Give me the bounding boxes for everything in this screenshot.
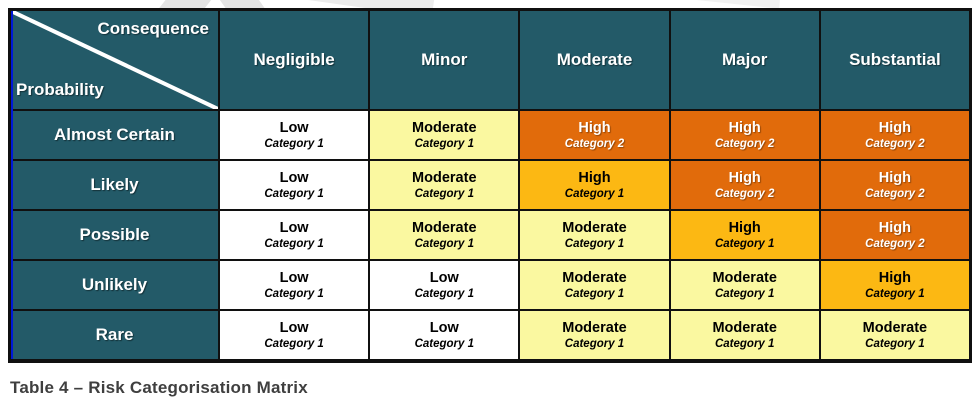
column-header-major: Major: [670, 11, 819, 109]
risk-cell: Moderate Category 1: [520, 261, 669, 309]
row-header-possible: Possible: [11, 211, 218, 259]
risk-level-label: High: [878, 219, 911, 236]
risk-level-label: Low: [279, 169, 309, 186]
risk-cell: High Category 2: [820, 211, 969, 259]
risk-cell: Low Category 1: [370, 261, 519, 309]
risk-cell: High Category 2: [670, 161, 819, 209]
risk-level-label: Moderate: [862, 319, 928, 336]
column-header-moderate: Moderate: [520, 11, 669, 109]
risk-cell: Low Category 1: [220, 111, 369, 159]
risk-category-label: Category 1: [264, 187, 324, 200]
corner-header-cell: Consequence Probability: [11, 11, 218, 109]
risk-category-label: Category 1: [564, 337, 625, 350]
risk-cell: High Category 2: [820, 161, 969, 209]
diagonal-divider-line: [11, 11, 218, 109]
probability-axis-label: Probability: [16, 80, 104, 99]
risk-level-label: High: [878, 269, 911, 286]
risk-category-label: Category 1: [414, 137, 474, 150]
risk-category-label: Category 2: [564, 137, 625, 150]
risk-category-label: Category 1: [564, 237, 625, 250]
risk-category-label: Category 1: [865, 287, 925, 300]
risk-cell: Moderate Category 1: [370, 211, 519, 259]
row-header-likely: Likely: [11, 161, 218, 209]
risk-category-label: Category 1: [414, 337, 474, 350]
risk-category-label: Category 2: [865, 187, 925, 200]
risk-cell: Low Category 1: [220, 311, 369, 359]
risk-category-label: Category 2: [865, 237, 925, 250]
risk-category-label: Category 1: [564, 187, 625, 200]
table-caption: Table 4 – Risk Categorisation Matrix: [10, 378, 308, 397]
risk-level-label: Low: [279, 319, 309, 336]
risk-category-label: Category 1: [564, 287, 625, 300]
risk-level-label: Low: [279, 119, 309, 136]
risk-cell: Moderate Category 1: [820, 311, 969, 359]
risk-level-label: Low: [279, 269, 309, 286]
risk-cell: Moderate Category 1: [520, 211, 669, 259]
column-header-substantial: Substantial: [820, 11, 969, 109]
risk-category-label: Category 1: [865, 337, 925, 350]
risk-cell: Moderate Category 1: [670, 311, 819, 359]
risk-level-label: Moderate: [412, 219, 477, 236]
risk-category-label: Category 2: [714, 137, 775, 150]
risk-cell: Low Category 1: [220, 261, 369, 309]
risk-level-label: Low: [279, 219, 309, 236]
risk-level-label: High: [578, 119, 611, 136]
risk-cell: High Category 1: [520, 161, 669, 209]
risk-cell: High Category 2: [520, 111, 669, 159]
risk-category-label: Category 1: [264, 337, 324, 350]
row-header-almost-certain: Almost Certain: [11, 111, 218, 159]
risk-cell: Moderate Category 1: [370, 111, 519, 159]
risk-category-label: Category 1: [414, 237, 474, 250]
risk-category-label: Category 1: [714, 287, 775, 300]
risk-cell: Low Category 1: [370, 311, 519, 359]
risk-level-label: Moderate: [562, 319, 627, 336]
risk-level-label: High: [878, 119, 911, 136]
risk-level-label: High: [728, 219, 761, 236]
risk-cell: High Category 1: [820, 261, 969, 309]
risk-category-label: Category 2: [865, 137, 925, 150]
risk-category-label: Category 2: [714, 187, 775, 200]
risk-level-label: Moderate: [712, 319, 777, 336]
risk-level-label: Moderate: [562, 219, 627, 236]
column-header-negligible: Negligible: [220, 11, 369, 109]
risk-cell: Low Category 1: [220, 161, 369, 209]
risk-level-label: Moderate: [712, 269, 777, 286]
risk-level-label: High: [728, 119, 761, 136]
risk-level-label: Low: [429, 319, 459, 336]
risk-cell: Low Category 1: [220, 211, 369, 259]
consequence-axis-label: Consequence: [97, 19, 209, 38]
risk-cell: High Category 1: [670, 211, 819, 259]
risk-level-label: High: [728, 169, 761, 186]
risk-level-label: High: [578, 169, 611, 186]
risk-level-label: Moderate: [562, 269, 627, 286]
risk-level-label: Moderate: [412, 169, 477, 186]
risk-level-label: Low: [429, 269, 459, 286]
risk-category-label: Category 1: [264, 137, 324, 150]
risk-cell: High Category 2: [670, 111, 819, 159]
risk-level-label: High: [878, 169, 911, 186]
risk-cell: Moderate Category 1: [370, 161, 519, 209]
row-header-rare: Rare: [11, 311, 218, 359]
row-header-unlikely: Unlikely: [11, 261, 218, 309]
risk-level-label: Moderate: [412, 119, 477, 136]
risk-category-label: Category 1: [714, 237, 775, 250]
risk-categorisation-matrix: Consequence Probability Negligible Minor M…: [8, 8, 972, 363]
risk-cell: High Category 2: [820, 111, 969, 159]
risk-category-label: Category 1: [264, 237, 324, 250]
risk-category-label: Category 1: [414, 187, 474, 200]
risk-category-label: Category 1: [714, 337, 775, 350]
risk-cell: Moderate Category 1: [520, 311, 669, 359]
matrix-grid: Consequence Probability Negligible Minor M…: [8, 8, 972, 363]
risk-cell: Moderate Category 1: [670, 261, 819, 309]
risk-category-label: Category 1: [414, 287, 474, 300]
left-edge-accent-line: [11, 11, 13, 359]
column-header-minor: Minor: [370, 11, 519, 109]
risk-category-label: Category 1: [264, 287, 324, 300]
